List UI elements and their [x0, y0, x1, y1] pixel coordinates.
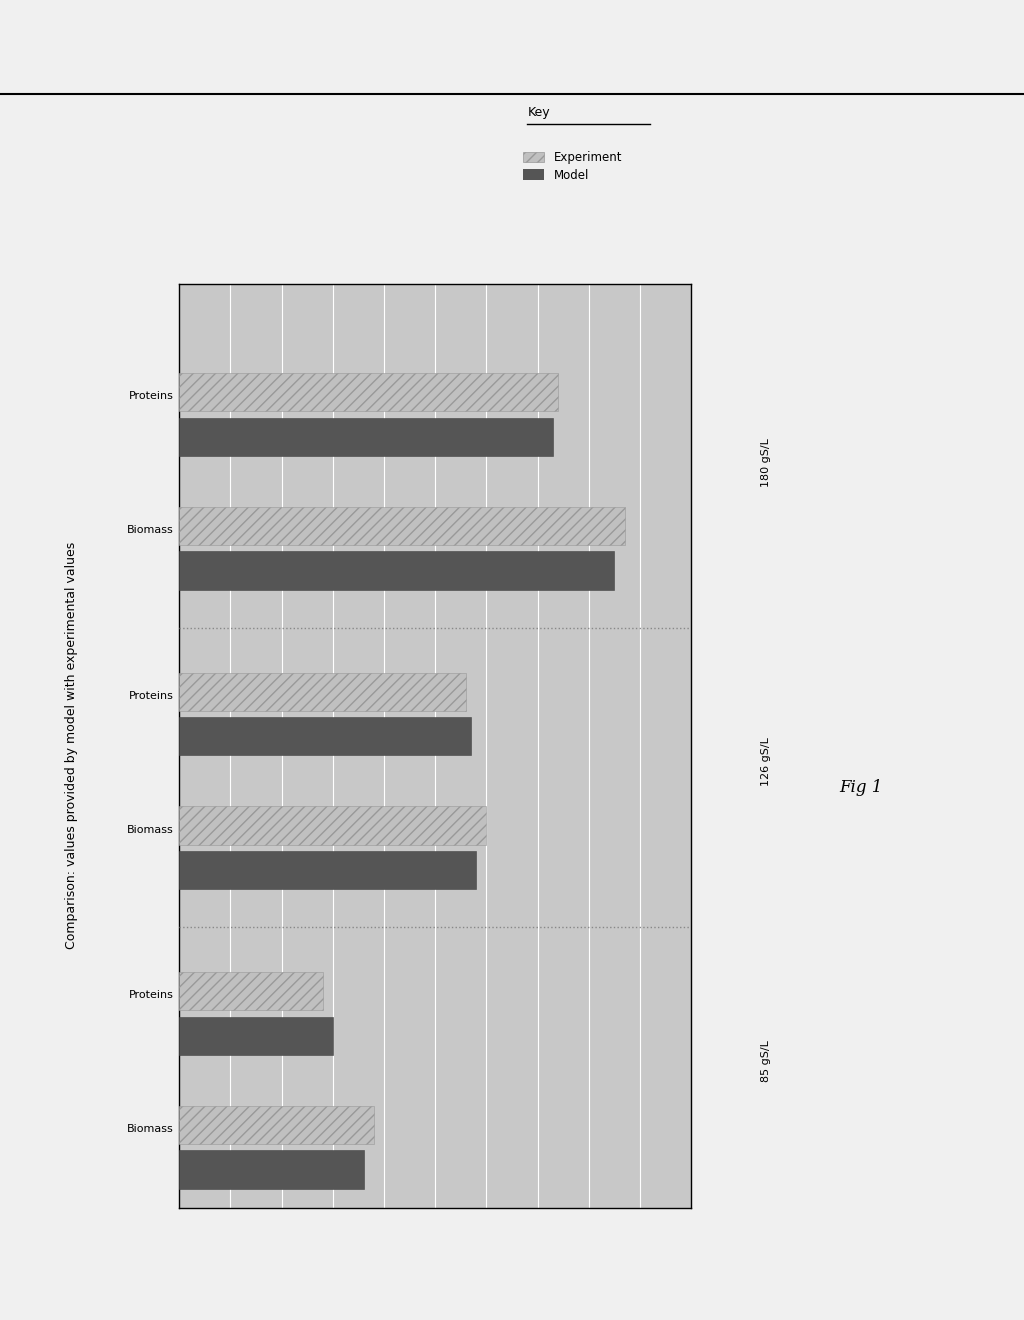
- Bar: [179, 507, 625, 545]
- Text: Fig 1: Fig 1: [840, 779, 883, 796]
- Text: Key: Key: [527, 106, 550, 119]
- Bar: [179, 672, 466, 710]
- Bar: [179, 717, 471, 755]
- Bar: [179, 1016, 333, 1055]
- Bar: [179, 972, 323, 1010]
- Bar: [179, 807, 486, 845]
- Bar: [179, 374, 558, 412]
- Bar: [179, 1106, 374, 1144]
- Bar: [179, 851, 476, 890]
- Text: Comparison: values provided by model with experimental values: Comparison: values provided by model wit…: [66, 543, 78, 949]
- Bar: [179, 417, 553, 455]
- Legend: Experiment, Model: Experiment, Model: [523, 150, 623, 182]
- Bar: [179, 552, 614, 590]
- Bar: [179, 1151, 364, 1189]
